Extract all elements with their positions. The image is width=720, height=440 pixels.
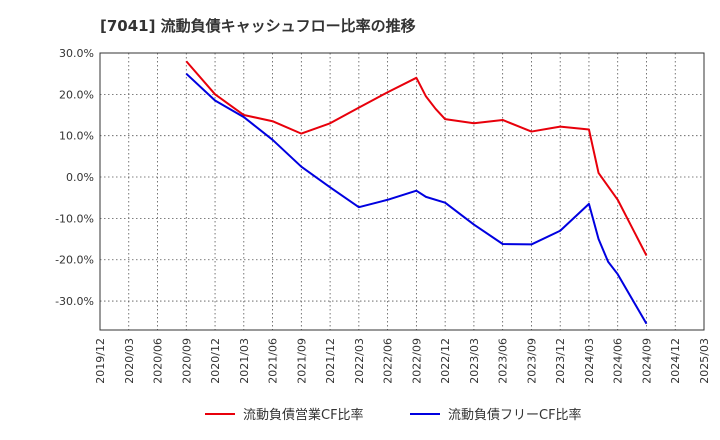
- series-line-1: [185, 60, 648, 257]
- y-tick-label: -20.0%: [55, 254, 94, 267]
- x-tick-label: 2020/12: [209, 338, 222, 384]
- x-tick-label: 2024/06: [612, 338, 625, 384]
- y-tick-label: -30.0%: [55, 295, 94, 308]
- x-tick-label: 2020/03: [123, 338, 136, 384]
- x-tick-label: 2024/12: [669, 338, 682, 384]
- y-tick-label: 0.0%: [66, 171, 94, 184]
- y-tick-label: -10.0%: [55, 212, 94, 225]
- y-axis: 30.0% 20.0% 10.0% 0.0% -10.0% -20.0% -30.0%: [55, 47, 94, 308]
- x-tick-label: 2023/06: [497, 338, 510, 384]
- chart-title: [7041] 流動負債キャッシュフロー比率の推移: [100, 17, 416, 35]
- series-lines: [185, 60, 648, 325]
- x-axis: 2019/12 2020/03 2020/06 2020/09 2020/12 2021/…: [94, 338, 711, 384]
- x-tick-label: 2025/03: [698, 338, 711, 384]
- series-line-2: [185, 72, 648, 325]
- x-tick-label: 2023/09: [525, 338, 538, 384]
- x-tick-label: 2024/03: [583, 338, 596, 384]
- x-tick-label: 2022/12: [439, 338, 452, 384]
- x-tick-label: 2020/06: [152, 338, 165, 384]
- y-tick-label: 20.0%: [59, 88, 94, 101]
- legend-label: 流動負債フリーCF比率: [448, 407, 582, 423]
- x-tick-label: 2022/09: [410, 338, 423, 384]
- y-tick-label: 30.0%: [59, 47, 94, 60]
- x-tick-label: 2022/03: [353, 338, 366, 384]
- x-tick-label: 2020/09: [180, 338, 193, 384]
- x-tick-label: 2021/06: [267, 338, 280, 384]
- plot-area: [100, 53, 704, 330]
- x-tick-label: 2023/03: [468, 338, 481, 384]
- plot-border: [99, 52, 705, 331]
- x-tick-label: 2022/06: [382, 338, 395, 384]
- x-tick-label: 2024/09: [640, 338, 653, 384]
- x-tick-label: 2021/12: [324, 338, 337, 384]
- y-tick-label: 10.0%: [59, 130, 94, 143]
- x-tick-label: 2023/12: [554, 338, 567, 384]
- x-tick-label: 2021/09: [295, 338, 308, 384]
- legend: 流動負債営業CF比率 流動負債フリーCF比率: [205, 407, 582, 423]
- x-tick-label: 2019/12: [94, 338, 107, 384]
- legend-label: 流動負債営業CF比率: [243, 407, 364, 423]
- x-tick-label: 2021/03: [238, 338, 251, 384]
